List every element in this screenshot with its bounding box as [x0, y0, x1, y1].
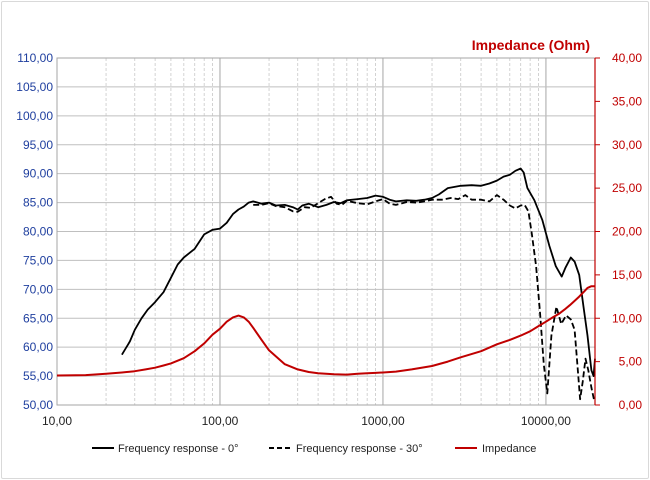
left-tick-label: 95,00 — [23, 138, 53, 152]
right-axis-title: Impedance (Ohm) — [472, 37, 590, 53]
x-tick-label: 10,00 — [42, 414, 72, 428]
right-tick-label: 15,00 — [612, 268, 642, 282]
right-axis-ticks: 0,00 5,00 10,00 15,00 20,00 25,00 30,00 35,00 40… — [594, 51, 643, 412]
x-tick-label: 1000,00 — [361, 414, 405, 428]
left-tick-label: 75,00 — [23, 253, 53, 267]
legend-label-freq-30: Frequency response - 30° — [296, 443, 423, 455]
left-tick-label: 105,00 — [16, 80, 53, 94]
right-tick-label: 20,00 — [612, 225, 642, 239]
series-layer — [56, 167, 596, 401]
right-tick-label: 25,00 — [612, 181, 642, 195]
legend-label-freq-0: Frequency response - 0° — [118, 443, 239, 455]
right-tick-label: 0,00 — [619, 398, 643, 412]
right-tick-label: 5,00 — [619, 355, 643, 369]
x-tick-label: 10000,00 — [521, 414, 571, 428]
left-axis-ticks: 50,00 55,00 60,00 65,00 70,00 75,00 80,00 85,00… — [16, 51, 53, 412]
freq-response-30-line — [253, 194, 595, 401]
x-axis-ticks: 10,00 100,00 1000,00 10000,00 — [42, 414, 571, 428]
left-tick-label: 55,00 — [23, 369, 53, 383]
left-tick-label: 80,00 — [23, 225, 53, 239]
left-tick-label: 50,00 — [23, 398, 53, 412]
left-tick-label: 65,00 — [23, 311, 53, 325]
left-tick-label: 85,00 — [23, 196, 53, 210]
right-tick-label: 40,00 — [612, 51, 642, 65]
right-tick-label: 30,00 — [612, 138, 642, 152]
freq-response-0-line — [121, 167, 596, 377]
left-tick-label: 90,00 — [23, 167, 53, 181]
legend: Frequency response - 0° Frequency respon… — [92, 443, 536, 455]
left-tick-label: 100,00 — [16, 109, 53, 123]
left-tick-label: 110,00 — [17, 51, 53, 65]
legend-label-impedance: Impedance — [482, 443, 536, 455]
right-tick-label: 10,00 — [612, 311, 642, 325]
impedance-line — [56, 285, 595, 377]
right-tick-label: 35,00 — [612, 94, 642, 108]
left-tick-label: 70,00 — [23, 282, 53, 296]
x-tick-label: 100,00 — [202, 414, 239, 428]
major-gridlines — [56, 57, 595, 406]
left-tick-label: 60,00 — [23, 340, 53, 354]
